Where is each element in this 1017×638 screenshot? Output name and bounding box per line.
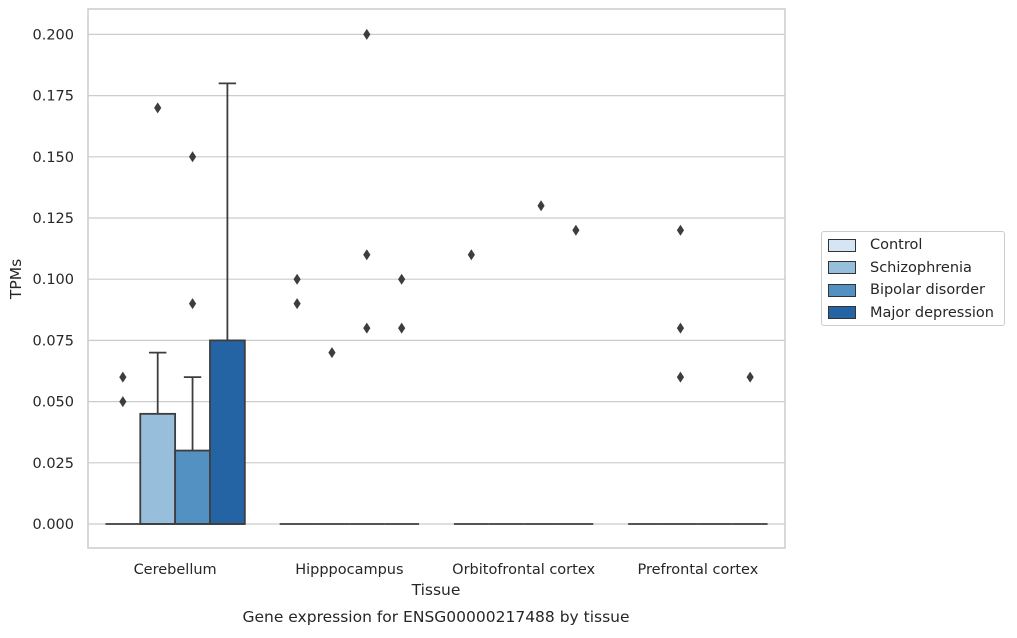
outlier-point bbox=[293, 298, 301, 310]
box-control bbox=[453, 249, 489, 525]
outlier-point bbox=[537, 200, 545, 212]
box-schizophrenia bbox=[314, 347, 350, 525]
x-axis: Cerebellum Hipppocampus Orbitofrontal cort… bbox=[134, 562, 759, 578]
y-tick-label: 0.050 bbox=[32, 395, 74, 411]
legend-item: Schizophrenia bbox=[828, 257, 1004, 280]
outlier-point bbox=[119, 371, 127, 383]
x-tick-label: Cerebellum bbox=[134, 562, 217, 578]
outlier-point bbox=[398, 273, 406, 285]
outlier-point bbox=[119, 396, 127, 408]
x-tick-label: Prefrontal cortex bbox=[637, 562, 758, 578]
box-major-depression bbox=[732, 371, 768, 525]
y-tick-label: 0.150 bbox=[32, 150, 74, 166]
box-major-depression bbox=[384, 273, 420, 525]
legend-item: Bipolar disorder bbox=[828, 279, 1004, 302]
box-control bbox=[105, 371, 141, 525]
box-major-depression bbox=[209, 82, 246, 525]
outlier-point bbox=[676, 322, 685, 334]
y-axis-title: TPMs bbox=[7, 259, 25, 300]
box-control bbox=[279, 273, 315, 525]
legend-label: Control bbox=[870, 237, 923, 254]
x-axis-title: Tissue bbox=[411, 581, 461, 599]
box-major-depression bbox=[558, 224, 594, 525]
outlier-point bbox=[293, 273, 301, 285]
outlier-point bbox=[746, 371, 754, 383]
box-bipolar-disorder bbox=[174, 151, 211, 525]
outlier-point bbox=[676, 224, 685, 236]
plot-area-frame bbox=[87, 8, 786, 549]
outlier-point bbox=[363, 322, 371, 334]
y-tick-label: 0.075 bbox=[32, 333, 74, 349]
legend-label: Schizophrenia bbox=[870, 259, 972, 276]
outlier-point bbox=[328, 347, 336, 359]
outlier-point bbox=[188, 298, 197, 310]
legend-swatch bbox=[828, 283, 856, 297]
outlier-point bbox=[154, 102, 162, 114]
box-body bbox=[174, 449, 211, 525]
figure-caption: Gene expression for ENSG00000217488 by t… bbox=[242, 608, 629, 626]
box-body bbox=[139, 412, 177, 525]
legend-label: Bipolar disorder bbox=[870, 282, 985, 299]
legend-swatch bbox=[828, 238, 856, 252]
y-axis: 0.000 0.025 0.050 0.075 0.100 0.125 0.150 0.175… bbox=[32, 27, 74, 533]
x-tick-label: Orbitofrontal cortex bbox=[452, 562, 595, 578]
outlier-point bbox=[398, 322, 406, 334]
legend-swatch bbox=[828, 306, 856, 320]
y-tick-label: 0.200 bbox=[32, 27, 74, 43]
y-tick-label: 0.125 bbox=[32, 211, 74, 227]
legend: Control Schizophrenia Bipolar disorder Majo… bbox=[821, 231, 1005, 326]
legend-item: Major depression bbox=[828, 302, 1004, 325]
x-tick-label: Hipppocampus bbox=[295, 562, 403, 578]
outlier-point bbox=[363, 249, 371, 261]
outlier-point bbox=[188, 151, 197, 163]
box-bipolar-disorder bbox=[349, 28, 385, 525]
legend-swatch bbox=[828, 261, 856, 275]
box-schizophrenia bbox=[663, 224, 698, 525]
box-bipolar-disorder bbox=[523, 200, 559, 525]
box-schizophrenia bbox=[139, 102, 177, 525]
outlier-point bbox=[467, 249, 475, 261]
y-tick-label: 0.000 bbox=[32, 517, 74, 533]
outlier-point bbox=[572, 224, 580, 236]
y-tick-label: 0.025 bbox=[32, 456, 74, 472]
y-tick-label: 0.175 bbox=[32, 89, 74, 105]
y-tick-label: 0.100 bbox=[32, 272, 74, 288]
legend-item: Control bbox=[828, 234, 1004, 257]
legend-label: Major depression bbox=[870, 304, 994, 321]
box-body bbox=[209, 339, 246, 525]
outlier-point bbox=[676, 371, 685, 383]
boxes bbox=[105, 28, 768, 525]
outlier-point bbox=[363, 28, 371, 40]
